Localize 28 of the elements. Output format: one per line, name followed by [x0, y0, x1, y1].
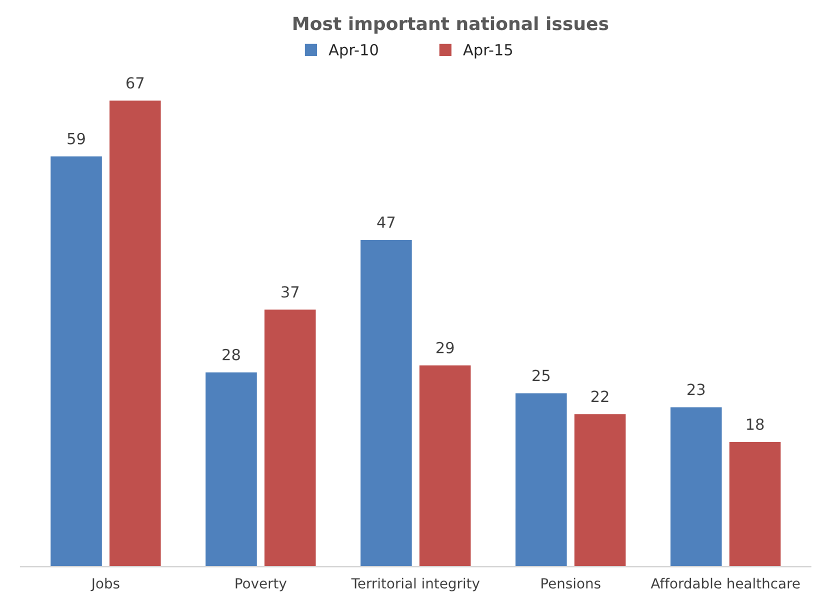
- data-label: 22: [591, 390, 608, 402]
- x-tick-label: Jobs: [90, 578, 120, 592]
- data-label: 28: [222, 348, 240, 360]
- data-label: 18: [746, 418, 764, 430]
- data-label: 47: [377, 216, 395, 228]
- bar: [514, 392, 568, 567]
- bar: [49, 154, 104, 567]
- bar: [204, 370, 258, 567]
- data-label: 37: [282, 286, 299, 298]
- bar: [263, 308, 318, 567]
- data-label: 59: [68, 132, 85, 144]
- bar: [728, 440, 782, 567]
- x-tick-label: Pensions: [542, 578, 600, 589]
- data-label: 25: [532, 370, 550, 382]
- x-tick-label: Affordable healthcare: [650, 578, 800, 589]
- chart-title: Most important national issues: [294, 16, 608, 34]
- bar: [573, 412, 628, 567]
- data-label: 23: [688, 384, 705, 396]
- legend-label: Apr-10: [328, 44, 378, 58]
- data-label: 29: [436, 342, 454, 354]
- data-label: 67: [126, 77, 144, 89]
- bar: [108, 99, 162, 567]
- x-tick-label: Poverty: [236, 578, 287, 592]
- bar: [359, 238, 414, 567]
- bar: [418, 364, 472, 567]
- bar: [669, 406, 724, 567]
- legend-label: Apr-15: [463, 44, 512, 58]
- x-tick-label: Territorial integrity: [351, 578, 480, 592]
